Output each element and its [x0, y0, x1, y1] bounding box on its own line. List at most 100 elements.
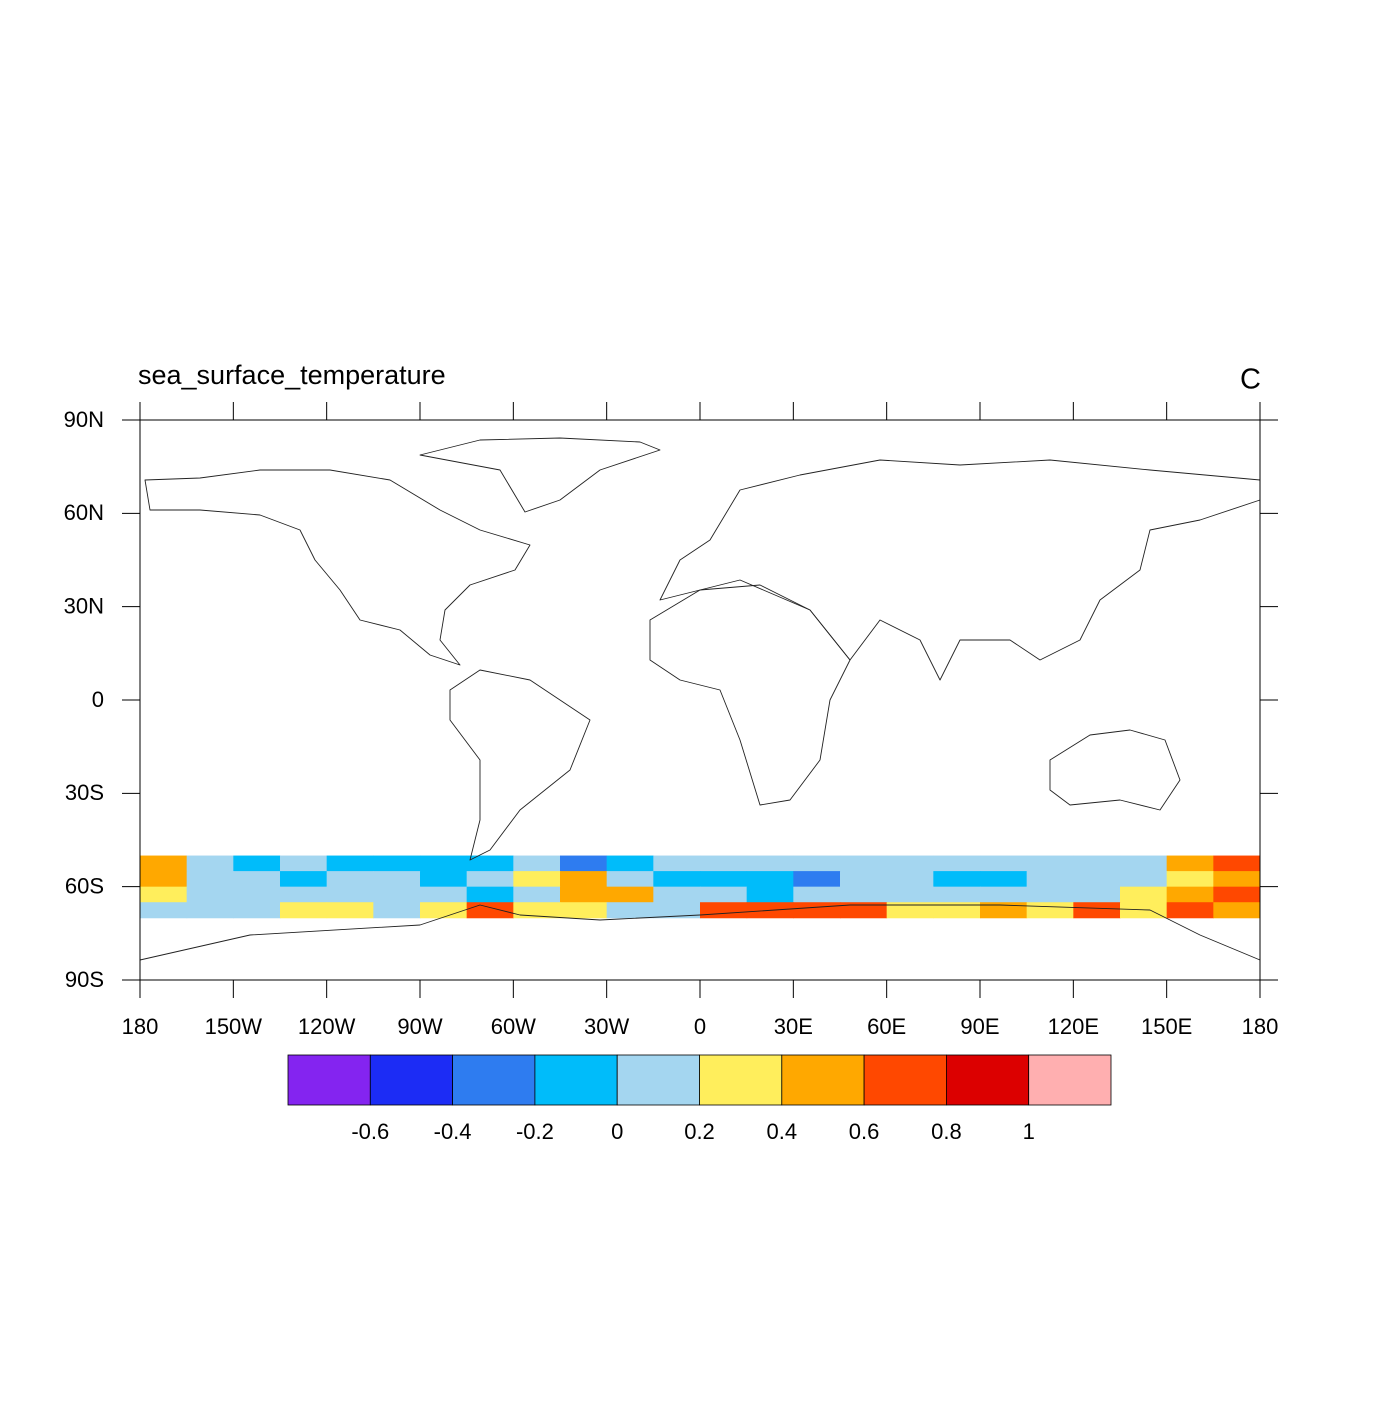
x-tick-label: 120W — [298, 1014, 356, 1039]
cell — [653, 902, 701, 919]
coastline — [659, 459, 1261, 681]
cell — [840, 902, 888, 919]
cell — [1073, 871, 1121, 888]
cell — [653, 871, 701, 888]
cell — [140, 871, 188, 888]
y-tick-label: 90S — [65, 967, 104, 992]
cell — [466, 886, 514, 903]
cell — [326, 902, 374, 919]
x-tick-label: 150W — [205, 1014, 263, 1039]
cell — [466, 855, 514, 872]
cell — [233, 871, 281, 888]
cell — [1026, 871, 1074, 888]
colorbar-box — [863, 1054, 947, 1106]
cell — [466, 871, 514, 888]
cell — [606, 902, 654, 919]
cell — [980, 855, 1028, 872]
cell — [746, 855, 794, 872]
cell — [700, 886, 748, 903]
cell — [1026, 902, 1074, 919]
cell — [746, 871, 794, 888]
colorbar-label: 0.2 — [684, 1119, 715, 1144]
units-label: C — [1240, 364, 1261, 396]
cell — [326, 855, 374, 872]
y-tick-label: 30N — [64, 593, 104, 618]
x-tick-label: 90E — [960, 1014, 999, 1039]
cell — [280, 902, 328, 919]
cell — [886, 886, 934, 903]
coastline — [449, 669, 591, 861]
cell — [373, 902, 421, 919]
colorbar: -0.6 -0.4 -0.2 0 0.2 0.4 0.6 0.8 1 — [287, 1054, 1112, 1144]
cell — [653, 886, 701, 903]
cell — [1120, 886, 1168, 903]
cell — [513, 902, 561, 919]
x-tick-label: 30W — [584, 1014, 629, 1039]
cell — [1166, 886, 1214, 903]
cell — [793, 855, 841, 872]
cell — [606, 871, 654, 888]
cell — [280, 855, 328, 872]
colorbar-label: 1 — [1023, 1119, 1035, 1144]
cell — [420, 886, 468, 903]
cell — [793, 886, 841, 903]
cell — [140, 886, 188, 903]
cell — [373, 886, 421, 903]
colorbar-box — [946, 1054, 1030, 1106]
cell — [980, 902, 1028, 919]
cell — [840, 855, 888, 872]
cell — [1213, 855, 1261, 872]
colorbar-box — [534, 1054, 618, 1106]
coastline — [1049, 729, 1181, 811]
colorbar-box — [699, 1054, 783, 1106]
cell — [1213, 871, 1261, 888]
cell — [280, 871, 328, 888]
cell — [746, 886, 794, 903]
x-tick-label: 150E — [1141, 1014, 1192, 1039]
cell — [700, 855, 748, 872]
cell — [980, 886, 1028, 903]
colorbar-label: 0.6 — [849, 1119, 880, 1144]
colorbar-box — [616, 1054, 700, 1106]
cell — [420, 855, 468, 872]
cell — [326, 886, 374, 903]
cell — [140, 902, 188, 919]
cell — [560, 855, 608, 872]
cell — [140, 855, 188, 872]
cell — [886, 855, 934, 872]
x-tick-label: 0 — [694, 1014, 706, 1039]
cell — [373, 855, 421, 872]
x-tick-label: 180 — [122, 1014, 159, 1039]
cell — [186, 855, 234, 872]
colorbar-label: -0.4 — [434, 1119, 472, 1144]
cell — [700, 902, 748, 919]
cell — [933, 902, 981, 919]
x-tick-label: 30E — [774, 1014, 813, 1039]
coastlines — [139, 437, 1261, 961]
cell — [186, 886, 234, 903]
cell — [186, 902, 234, 919]
cell — [513, 855, 561, 872]
cell — [466, 902, 514, 919]
cell — [1120, 855, 1168, 872]
x-tick-label: 180 — [1242, 1014, 1279, 1039]
cell — [233, 886, 281, 903]
cell — [933, 855, 981, 872]
cell — [933, 871, 981, 888]
cell — [233, 902, 281, 919]
cell — [840, 886, 888, 903]
x-tick-label: 60W — [491, 1014, 536, 1039]
cell — [326, 871, 374, 888]
colorbar-label: -0.2 — [516, 1119, 554, 1144]
cell — [513, 871, 561, 888]
y-tick-label: 60S — [65, 873, 104, 898]
data-field — [140, 855, 1261, 919]
cell — [560, 886, 608, 903]
cell — [1120, 902, 1168, 919]
colorbar-label: 0.4 — [767, 1119, 798, 1144]
coastline — [144, 469, 531, 666]
colorbar-label: -0.6 — [351, 1119, 389, 1144]
cell — [1166, 855, 1214, 872]
coastline — [419, 437, 661, 513]
cell — [420, 871, 468, 888]
